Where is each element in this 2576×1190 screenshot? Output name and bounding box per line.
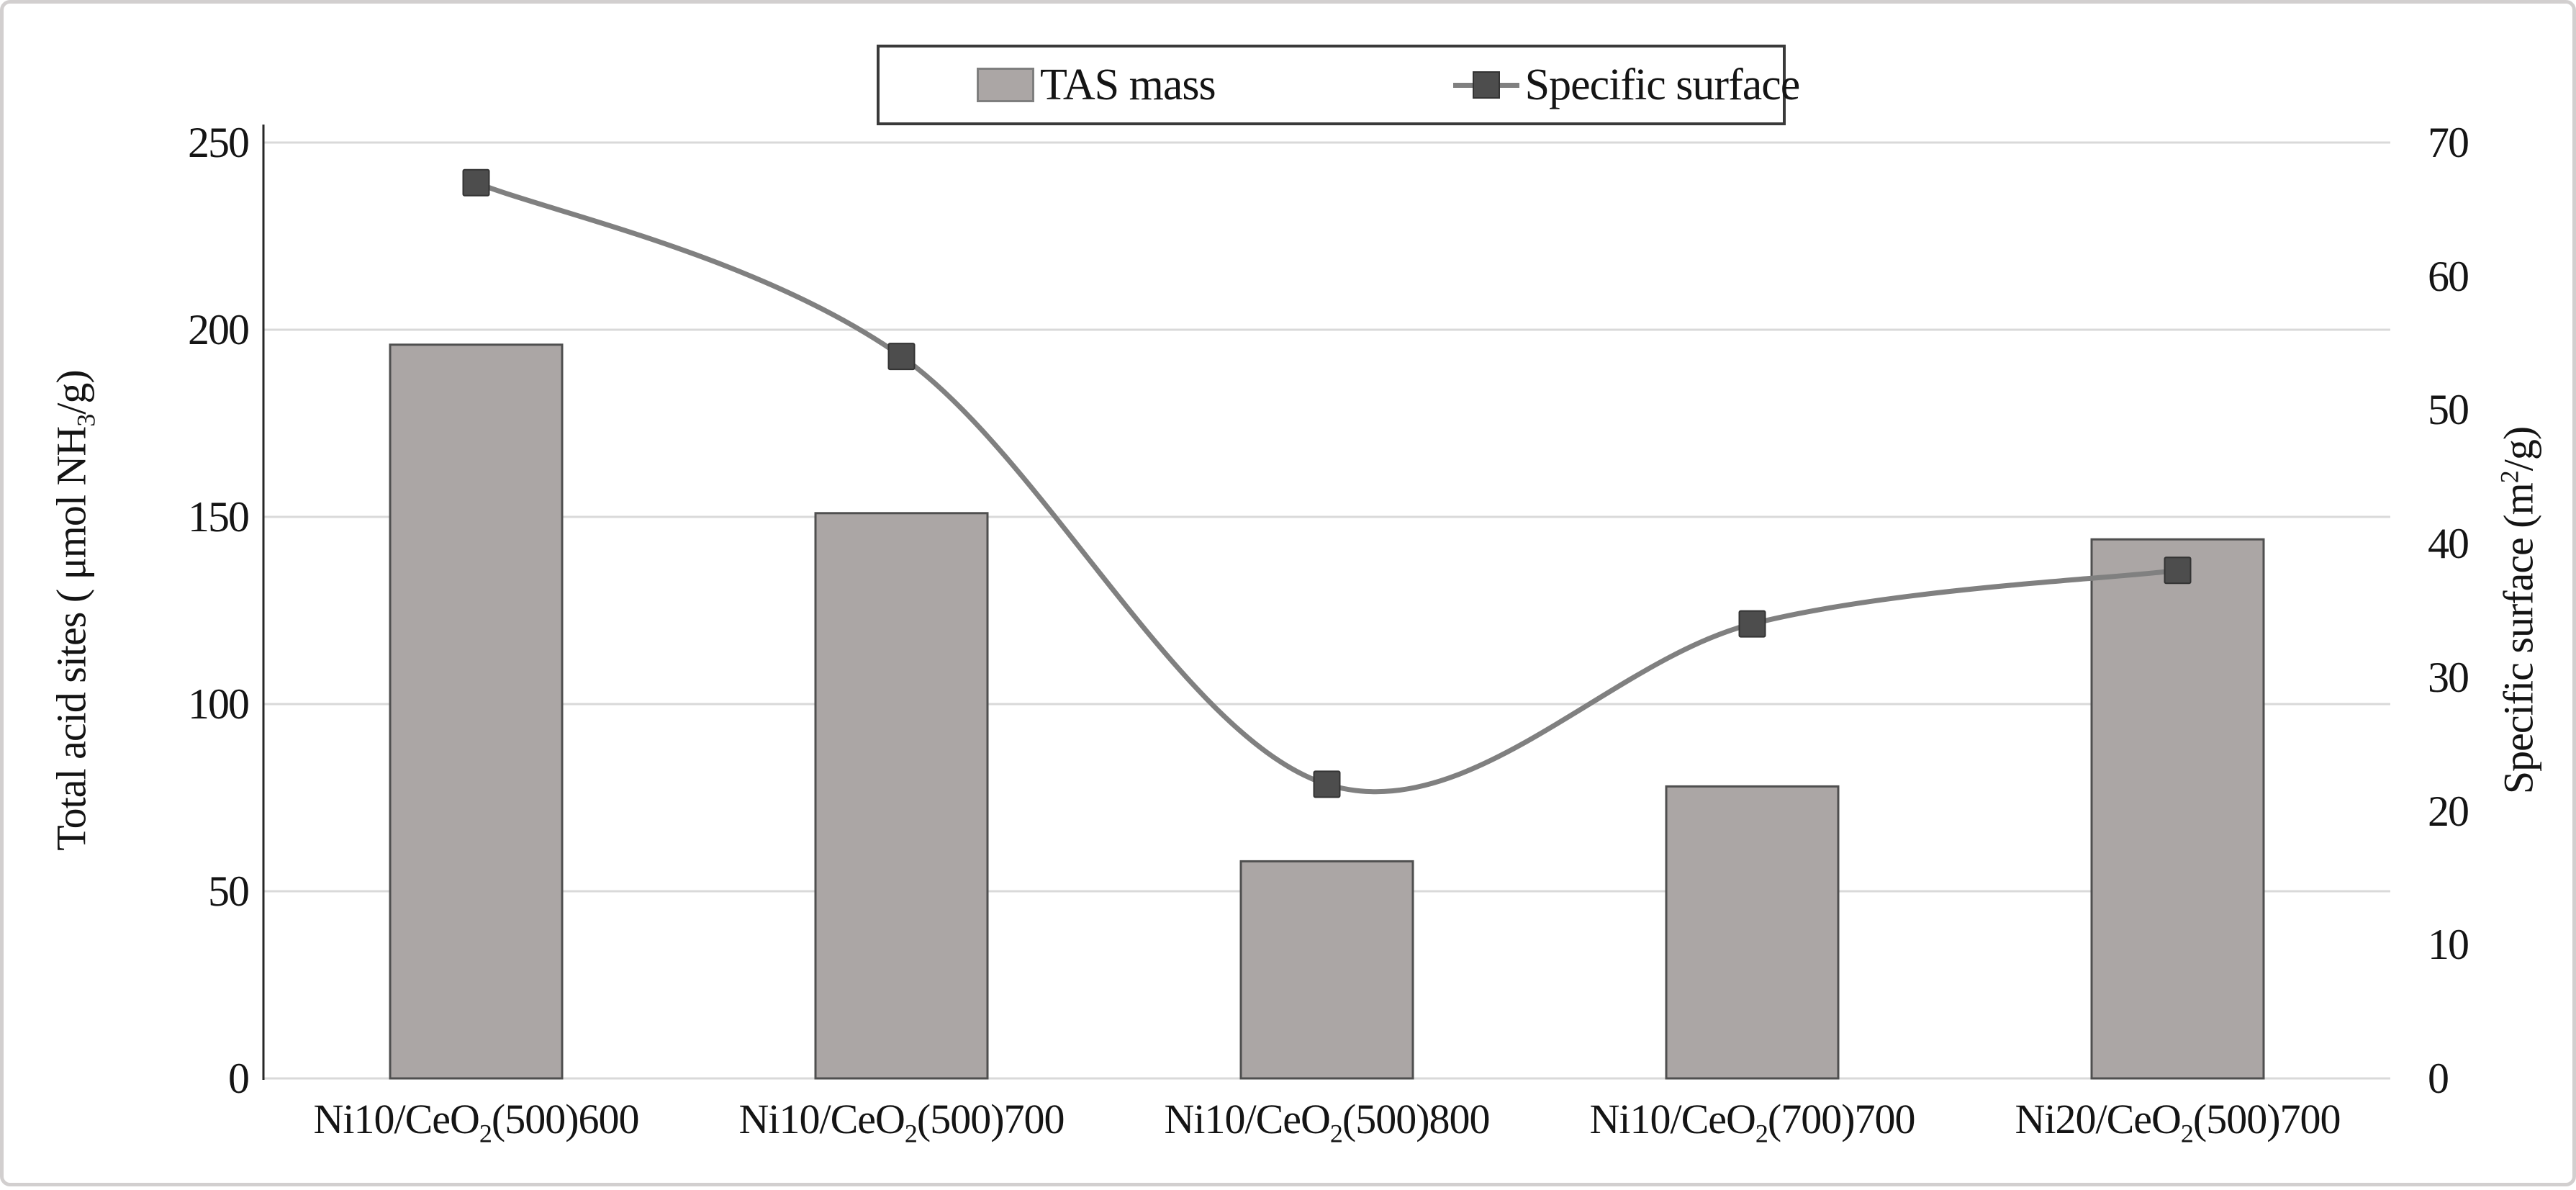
right-axis-tick-0: 0 — [2428, 1055, 2449, 1102]
plot-area — [262, 125, 2390, 1080]
category-label-Ni20/CeO2(500)700: Ni20/CeO2(500)700 — [2015, 1096, 2341, 1148]
legend-item-tas-mass: TAS mass — [977, 60, 1216, 111]
right-axis-tick-40: 40 — [2428, 520, 2469, 568]
bar-Ni10/CeO2(700)700 — [1665, 785, 1840, 1080]
marker-Ni10/CeO2(500)700 — [887, 343, 916, 371]
legend-item-specific-surface: Specific surface — [1452, 60, 1801, 111]
category-label-Ni10/CeO2(700)700: Ni10/CeO2(700)700 — [1589, 1096, 1915, 1148]
left-axis-tick-0: 0 — [228, 1055, 250, 1102]
right-axis-tick-10: 10 — [2428, 921, 2469, 969]
marker-Ni10/CeO2(700)700 — [1738, 610, 1766, 638]
line-swatch-square — [1472, 71, 1500, 99]
legend-label-specific-surface: Specific surface — [1524, 60, 1801, 109]
left-axis-tick-100: 100 — [188, 680, 250, 728]
bar-Ni10/CeO2(500)800 — [1239, 860, 1414, 1080]
legend: TAS mass Specific surface — [877, 45, 1800, 125]
left-axis-tick-150: 150 — [188, 493, 250, 541]
category-label-Ni10/CeO2(500)600: Ni10/CeO2(500)600 — [313, 1096, 639, 1148]
marker-Ni10/CeO2(500)600 — [462, 168, 490, 197]
left-axis-tick-200: 200 — [188, 306, 250, 353]
bar-Ni10/CeO2(500)700 — [814, 512, 989, 1080]
specific-surface-line — [475, 180, 2178, 795]
bar-swatch-icon — [977, 68, 1034, 102]
right-axis-tick-60: 60 — [2428, 252, 2469, 300]
marker-Ni20/CeO2(500)700 — [2164, 556, 2192, 585]
right-axis-tick-20: 20 — [2428, 787, 2469, 835]
marker-Ni10/CeO2(500)800 — [1313, 770, 1341, 798]
category-label-Ni10/CeO2(500)800: Ni10/CeO2(500)800 — [1164, 1096, 1490, 1148]
bar-Ni10/CeO2(500)600 — [389, 343, 564, 1080]
right-axis-tick-30: 30 — [2428, 653, 2469, 701]
bar-Ni20/CeO2(500)700 — [2090, 538, 2265, 1080]
left-axis-tick-50: 50 — [208, 867, 250, 915]
left-axis-tick-250: 250 — [188, 119, 250, 166]
right-axis-tick-70: 70 — [2428, 119, 2469, 166]
line-marker-swatch-icon — [1452, 68, 1519, 102]
legend-label-tas-mass: TAS mass — [1040, 60, 1216, 109]
category-label-Ni10/CeO2(500)700: Ni10/CeO2(500)700 — [738, 1096, 1065, 1148]
right-axis-tick-50: 50 — [2428, 386, 2469, 434]
